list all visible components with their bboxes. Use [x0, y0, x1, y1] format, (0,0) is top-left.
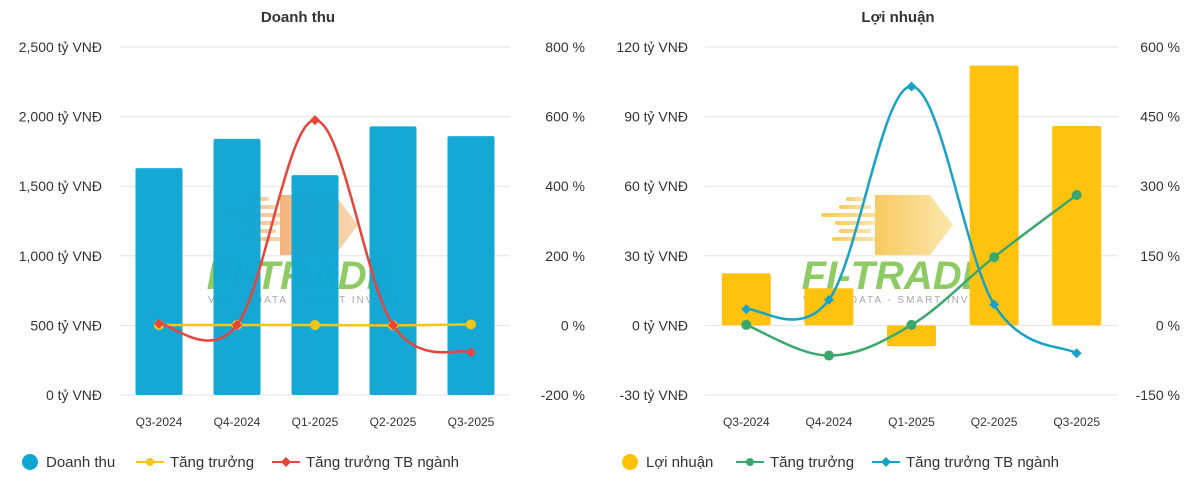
y-left-tick-label: 120 tỷ VNĐ [616, 39, 688, 55]
legend-item-revenue[interactable]: Doanh thu [22, 454, 115, 471]
revenue-growth-point-Q1-2025[interactable] [310, 320, 320, 331]
y-left-tick-label: 2,000 tỷ VNĐ [19, 109, 102, 125]
legend-item-profit-industry[interactable]: Tăng trưởng TB ngành [872, 454, 1059, 471]
y-left-tick-label: 60 tỷ VNĐ [624, 178, 688, 194]
x-category-label: Q2-2025 [370, 415, 417, 429]
y-right-tick-label: 600 % [1140, 39, 1180, 55]
revenue-industry-point-Q2-2025[interactable] [388, 320, 398, 331]
profit-chart: 120 tỷ VNĐ 600 % 90 tỷ VNĐ 450 % 60 tỷ VNĐ 30… [616, 39, 1180, 429]
legend-marker-profit [622, 454, 638, 470]
x-category-label: Q4-2024 [214, 415, 261, 429]
y-left-tick-label: 500 tỷ VNĐ [30, 317, 102, 333]
legend-label-revenue: Doanh thu [46, 454, 115, 471]
watermark-stripe [832, 237, 878, 241]
watermark-subtext: VALUE DATA - SMART INVEST [803, 295, 995, 306]
legend-item-profit-growth[interactable]: Tăng trưởng [736, 454, 854, 471]
x-category-label: Q1-2025 [888, 415, 935, 429]
watermark-arrow [875, 195, 953, 255]
legend-item-revenue-industry[interactable]: Tăng trưởng TB ngành [272, 454, 459, 471]
x-category-label: Q3-2024 [723, 415, 770, 429]
revenue-chart: 2,500 tỷ VNĐ 800 % 2,000 tỷ VNĐ 600 % 1,500 … [19, 39, 585, 429]
watermark-stripe [839, 205, 871, 209]
legend-label-revenue-industry: Tăng trưởng TB ngành [306, 454, 459, 471]
x-category-label: Q4-2024 [806, 415, 853, 429]
profit-growth-point-Q3-2024[interactable] [741, 319, 752, 330]
revenue-bar-Q3-2025[interactable] [447, 136, 495, 395]
profit-industry-point-Q2-2025[interactable] [989, 299, 1000, 310]
x-category-label: Q2-2025 [971, 415, 1018, 429]
legend-label-revenue-growth: Tăng trưởng [170, 454, 254, 471]
y-right-tick-label: 0 % [1156, 317, 1180, 333]
profit-bar-Q4-2024[interactable] [804, 288, 854, 326]
revenue-industry-point-Q1-2025[interactable] [310, 115, 320, 126]
legend-marker-revenue-industry [281, 457, 291, 467]
y-right-tick-label: 300 % [1140, 178, 1180, 194]
profit-growth-point-Q1-2025[interactable] [906, 319, 917, 330]
revenue-legend: Doanh thu Tăng trưởng Tăng trưởng TB ngà… [22, 454, 459, 471]
revenue-industry-point-Q3-2024[interactable] [154, 318, 164, 329]
x-category-label: Q3-2024 [136, 415, 183, 429]
y-right-tick-label: 600 % [545, 109, 585, 125]
y-right-tick-label: 150 % [1140, 248, 1180, 264]
legend-label-profit-growth: Tăng trưởng [770, 454, 854, 471]
legend-marker-revenue [22, 454, 38, 470]
y-left-tick-label: 0 tỷ VNĐ [46, 387, 102, 403]
x-category-label: Q1-2025 [292, 415, 339, 429]
revenue-chart-title: Doanh thu [261, 9, 335, 26]
y-left-tick-label: 30 tỷ VNĐ [624, 248, 688, 264]
y-right-tick-label: 400 % [545, 178, 585, 194]
watermark-stripe [846, 197, 864, 201]
profit-bar-Q3-2024[interactable] [721, 273, 771, 326]
watermark-stripe [821, 213, 889, 217]
legend-marker-profit-growth [746, 458, 754, 466]
revenue-industry-point-Q4-2024[interactable] [232, 320, 242, 331]
profit-industry-point-Q3-2025[interactable] [1071, 348, 1082, 359]
y-right-tick-label: 800 % [545, 39, 585, 55]
y-right-tick-label: -200 % [541, 387, 585, 403]
revenue-growth-point-Q3-2025[interactable] [466, 319, 476, 330]
y-right-tick-label: -150 % [1136, 387, 1180, 403]
legend-marker-profit-industry [881, 457, 891, 467]
profit-bar-Q2-2025[interactable] [969, 65, 1019, 326]
revenue-bar-Q2-2025[interactable] [369, 126, 417, 396]
profit-legend: Lợi nhuận Tăng trưởng Tăng trưởng TB ngà… [622, 454, 1059, 471]
profit-industry-point-Q1-2025[interactable] [906, 81, 917, 92]
y-left-tick-label: 1,000 tỷ VNĐ [19, 248, 102, 264]
x-category-label: Q3-2025 [448, 415, 495, 429]
y-left-tick-label: -30 tỷ VNĐ [620, 387, 688, 403]
revenue-bar-Q3-2024[interactable] [135, 168, 183, 395]
legend-item-profit[interactable]: Lợi nhuận [622, 454, 713, 471]
profit-growth-point-Q2-2025[interactable] [989, 252, 1000, 263]
y-right-tick-label: 0 % [561, 317, 585, 333]
y-left-tick-label: 1,500 tỷ VNĐ [19, 178, 102, 194]
watermark-stripe [835, 221, 875, 225]
profit-bar-Q1-2025[interactable] [887, 325, 936, 347]
revenue-bar-Q4-2024[interactable] [213, 138, 261, 395]
y-left-tick-label: 0 tỷ VNĐ [632, 317, 688, 333]
y-left-tick-label: 90 tỷ VNĐ [624, 109, 688, 125]
profit-growth-point-Q3-2025[interactable] [1071, 190, 1082, 201]
y-right-tick-label: 200 % [545, 248, 585, 264]
legend-marker-revenue-growth [146, 458, 154, 466]
legend-item-revenue-growth[interactable]: Tăng trưởng [136, 454, 254, 471]
profit-chart-title: Lợi nhuận [861, 9, 934, 26]
y-left-tick-label: 2,500 tỷ VNĐ [19, 39, 102, 55]
profit-industry-point-Q3-2024[interactable] [741, 304, 752, 315]
legend-label-profit-industry: Tăng trưởng TB ngành [906, 454, 1059, 471]
legend-label-profit: Lợi nhuận [646, 454, 713, 471]
y-right-tick-label: 450 % [1140, 109, 1180, 125]
revenue-bar-Q1-2025[interactable] [291, 175, 339, 395]
profit-bar-Q3-2025[interactable] [1052, 125, 1102, 326]
profit-industry-point-Q4-2024[interactable] [823, 294, 834, 305]
x-category-label: Q3-2025 [1053, 415, 1100, 429]
revenue-industry-point-Q3-2025[interactable] [466, 347, 476, 358]
profit-growth-point-Q4-2024[interactable] [823, 350, 834, 361]
